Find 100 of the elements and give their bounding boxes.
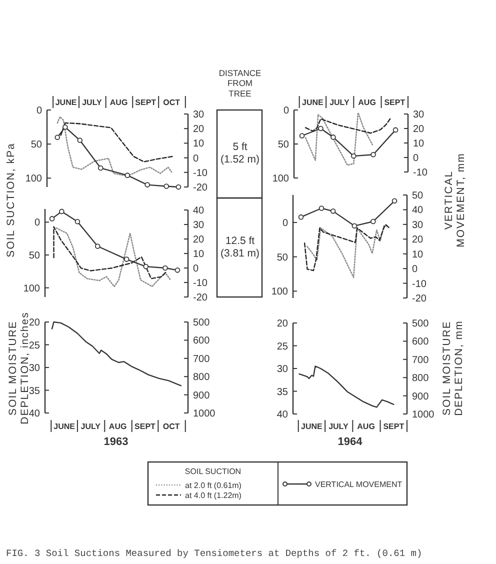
x-tick-label: JULY: [80, 422, 102, 431]
y2-tick-label: 20: [193, 234, 205, 246]
y2-tick-label: -10: [412, 278, 427, 290]
x-tick-label: AUG: [357, 422, 375, 431]
y-tick-label: 35: [276, 386, 288, 398]
x2-tick-label: SEPT: [384, 98, 406, 107]
point: [144, 182, 150, 188]
line-series: [298, 366, 394, 408]
y-tick-label: 100: [271, 286, 288, 298]
legend-title: SOIL SUCTION: [184, 467, 242, 476]
point: [299, 133, 305, 138]
y2-tick-label: 700: [412, 354, 430, 366]
y2-tick-label: -20: [412, 294, 427, 304]
x2-tick-label: SEPT: [135, 98, 156, 107]
y2-tick-label: -10: [193, 168, 208, 179]
point: [298, 214, 304, 220]
point: [77, 138, 83, 143]
point: [370, 218, 376, 224]
point: [59, 208, 64, 214]
point: [392, 127, 398, 133]
y2-tick-label: 800: [193, 372, 210, 384]
point: [74, 218, 80, 224]
text: 5 ft (1.52 m): [220, 141, 260, 166]
y2-axis-title: VERTICAL MOVEMENT, mm: [443, 152, 467, 248]
point: [352, 223, 358, 229]
point: [392, 198, 398, 204]
x-tick-label: OCT: [162, 422, 180, 431]
point: [330, 208, 336, 214]
y-tick-label: 40: [28, 408, 40, 420]
y2-tick-label: -20: [193, 292, 208, 304]
y2-tick-label: 10: [413, 138, 425, 150]
point: [164, 184, 170, 189]
y-tick-label: 30: [28, 363, 40, 374]
y2-tick-label: 0: [193, 264, 199, 274]
y-tick-label: 25: [28, 340, 40, 352]
y2-tick-label: 1000: [193, 408, 216, 420]
point: [318, 126, 324, 132]
x-axis-title: 1963: [104, 436, 128, 448]
y2-tick-label: 10: [193, 138, 205, 150]
y2-tick-label: 10: [193, 249, 205, 260]
text: DISTANCE FROM TREE: [218, 68, 262, 98]
y2-tick-label: -20: [193, 182, 208, 194]
x2-tick-label: AUG: [110, 98, 128, 107]
x-tick-label: JUNE: [54, 422, 76, 431]
y-tick-label: 50: [30, 140, 42, 151]
y2-tick-label: 500: [193, 318, 210, 328]
y2-tick-label: 0: [193, 153, 199, 164]
line-series: [304, 118, 391, 134]
y2-tick-label: 20: [412, 234, 424, 246]
y2-tick-label: 0: [412, 264, 418, 276]
legend-label: at 4.0 ft (1.22m): [185, 490, 242, 500]
y-tick-label: 50: [278, 140, 290, 150]
y2-tick-label: 600: [412, 336, 430, 348]
line-series: [53, 226, 167, 280]
point: [370, 152, 376, 158]
y2-tick-label: 20: [193, 124, 205, 136]
y2-tick-label: 900: [193, 390, 210, 402]
point: [174, 268, 180, 273]
y-tick-label: 100: [25, 174, 42, 185]
y-tick-label: 0: [283, 106, 290, 116]
y-tick-label: 40: [276, 410, 288, 420]
caption: FIG. 3 Soil Suctions Measured by Tensiometers at Depths of 2 ft. (0.61 m): [6, 548, 422, 559]
y-tick-label: 20: [276, 318, 288, 330]
x-tick-label: SEPT: [134, 422, 156, 431]
y-tick-label: 100: [23, 283, 40, 294]
point: [49, 216, 55, 222]
point: [176, 184, 182, 190]
x2-tick-label: JULY: [82, 98, 102, 107]
y2-tick-label: 40: [193, 206, 205, 216]
line-series: [56, 116, 172, 177]
point: [62, 124, 68, 130]
y2-axis-title: SOIL MOISTURE DEPLETION, mm: [441, 320, 465, 416]
x-tick-label: SEPT: [383, 422, 404, 431]
x-tick-label: JUNE: [301, 422, 324, 431]
y-tick-label: 20: [28, 318, 40, 328]
y2-tick-label: 30: [193, 220, 205, 231]
point: [143, 264, 149, 270]
x2-tick-label: JULY: [330, 98, 350, 107]
point: [124, 256, 130, 262]
y2-tick-label: 20: [413, 124, 425, 135]
x2-tick-label: JUNE: [55, 98, 78, 107]
point: [318, 206, 324, 211]
point: [330, 134, 336, 140]
point: [351, 153, 356, 159]
y2-tick-label: 10: [412, 249, 424, 260]
legend-label: at 2.0 ft (0.61m): [185, 480, 242, 490]
legend-label: VERTICAL MOVEMENT: [315, 480, 402, 489]
point: [94, 244, 100, 249]
y2-tick-label: 700: [193, 354, 210, 365]
y2-tick-label: 0: [413, 153, 419, 164]
y-tick-label: 30: [276, 364, 288, 375]
y2-tick-label: 30: [193, 110, 205, 120]
line-series: [56, 227, 172, 288]
x-axis-title: 1964: [338, 436, 364, 448]
line-series: [304, 224, 391, 272]
point: [54, 134, 60, 140]
y2-tick-label: 800: [412, 373, 430, 384]
x2-tick-label: JUNE: [302, 98, 324, 107]
line-series: [51, 321, 182, 386]
y-tick-label: 25: [276, 341, 288, 352]
